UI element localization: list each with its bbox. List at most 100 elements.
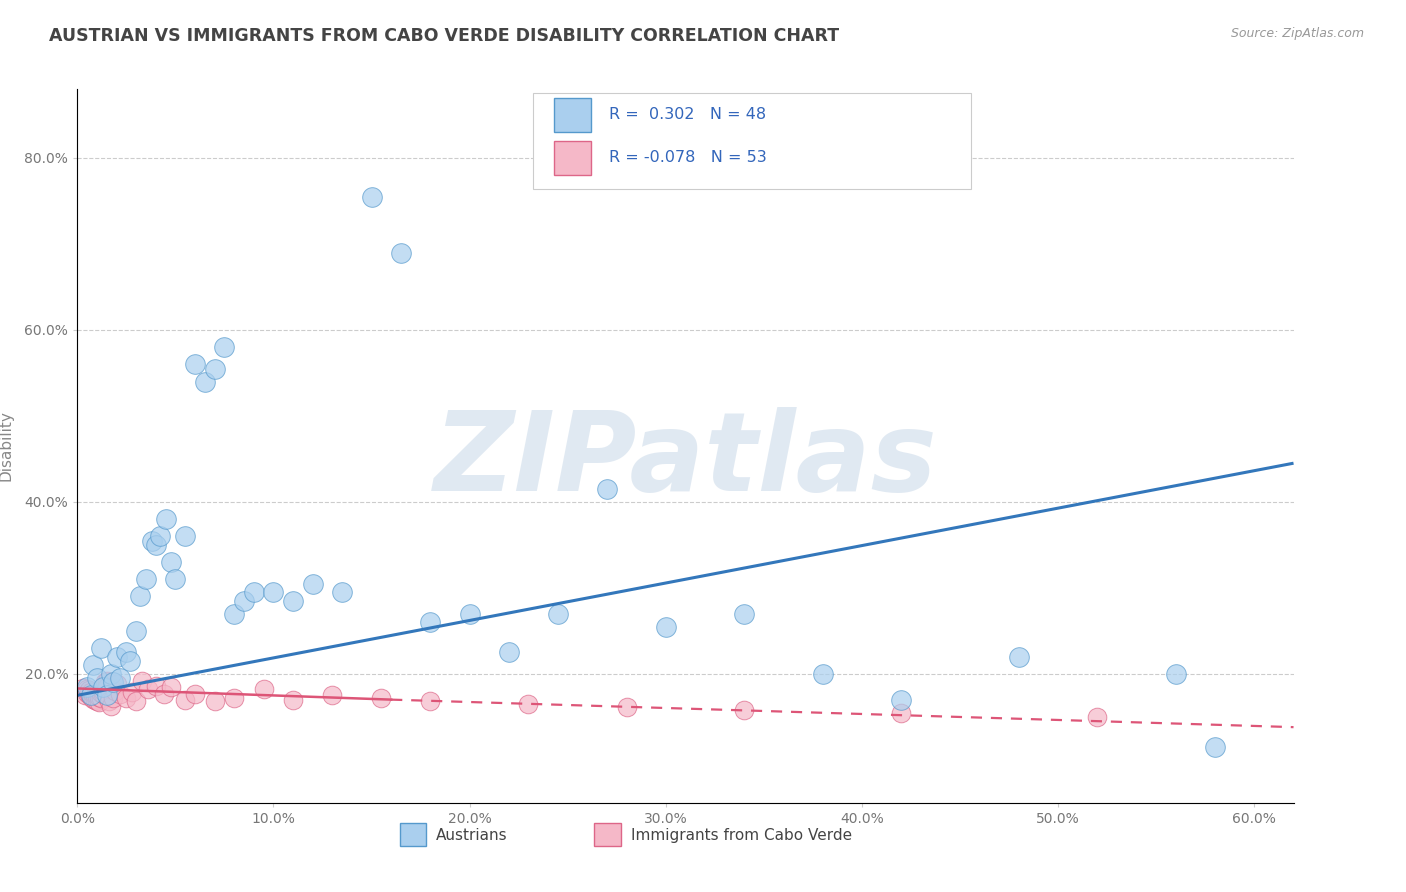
- Point: [165, 572, 187, 586]
- Point: [84, 689, 107, 703]
- Point: [129, 590, 152, 604]
- Point: [733, 607, 755, 621]
- Point: [84, 693, 107, 707]
- Text: R = -0.078   N = 53: R = -0.078 N = 53: [609, 150, 766, 165]
- Point: [263, 585, 285, 599]
- Point: [155, 512, 177, 526]
- Point: [96, 689, 118, 703]
- Point: [90, 686, 112, 700]
- Point: [389, 245, 412, 260]
- Point: [233, 593, 256, 607]
- Text: R =  0.302   N = 48: R = 0.302 N = 48: [609, 107, 766, 122]
- Point: [121, 685, 143, 699]
- Point: [596, 482, 619, 496]
- Point: [80, 690, 103, 704]
- Point: [224, 607, 246, 621]
- Point: [75, 689, 97, 703]
- Point: [110, 671, 132, 685]
- FancyBboxPatch shape: [533, 93, 972, 189]
- Point: [370, 690, 392, 705]
- FancyBboxPatch shape: [399, 822, 426, 846]
- Point: [655, 619, 678, 633]
- Point: [184, 357, 207, 371]
- Point: [110, 688, 132, 702]
- Point: [82, 658, 104, 673]
- Point: [419, 615, 441, 630]
- Point: [86, 694, 108, 708]
- Point: [115, 645, 138, 659]
- Point: [184, 688, 207, 702]
- Point: [498, 645, 520, 659]
- Point: [145, 538, 167, 552]
- Point: [160, 680, 183, 694]
- Point: [733, 703, 755, 717]
- Point: [517, 697, 540, 711]
- Point: [243, 585, 266, 599]
- Point: [72, 681, 94, 696]
- Point: [86, 689, 108, 703]
- Point: [811, 666, 834, 681]
- Point: [101, 690, 124, 705]
- Point: [90, 641, 112, 656]
- Point: [301, 576, 323, 591]
- Point: [281, 693, 304, 707]
- FancyBboxPatch shape: [554, 98, 591, 132]
- Point: [91, 680, 114, 694]
- Point: [101, 675, 124, 690]
- Point: [96, 673, 118, 688]
- Point: [91, 688, 114, 702]
- Point: [125, 694, 148, 708]
- Point: [204, 694, 226, 708]
- Point: [1008, 649, 1031, 664]
- Point: [80, 685, 103, 699]
- Point: [194, 375, 217, 389]
- Point: [136, 682, 159, 697]
- Point: [152, 687, 174, 701]
- Text: AUSTRIAN VS IMMIGRANTS FROM CABO VERDE DISABILITY CORRELATION CHART: AUSTRIAN VS IMMIGRANTS FROM CABO VERDE D…: [49, 27, 839, 45]
- Point: [86, 671, 108, 685]
- Point: [214, 340, 236, 354]
- Point: [76, 686, 98, 700]
- Point: [120, 654, 142, 668]
- Point: [76, 680, 98, 694]
- Point: [100, 666, 122, 681]
- Point: [105, 677, 128, 691]
- Point: [1164, 666, 1187, 681]
- Point: [115, 690, 138, 705]
- Point: [160, 555, 183, 569]
- Text: ZIPatlas: ZIPatlas: [433, 407, 938, 514]
- Y-axis label: Disability: Disability: [0, 410, 13, 482]
- Point: [104, 684, 127, 698]
- Point: [94, 680, 117, 694]
- Point: [82, 691, 104, 706]
- Point: [90, 690, 112, 705]
- Point: [321, 689, 343, 703]
- Point: [890, 692, 912, 706]
- Point: [80, 689, 103, 703]
- Point: [125, 624, 148, 638]
- Point: [616, 699, 638, 714]
- Point: [141, 533, 163, 548]
- Point: [145, 679, 167, 693]
- Point: [419, 694, 441, 708]
- Point: [1085, 710, 1108, 724]
- Point: [131, 673, 153, 688]
- Point: [77, 683, 100, 698]
- FancyBboxPatch shape: [554, 141, 591, 175]
- Text: Source: ZipAtlas.com: Source: ZipAtlas.com: [1230, 27, 1364, 40]
- Point: [97, 694, 120, 708]
- Point: [76, 682, 98, 697]
- Point: [135, 572, 157, 586]
- Point: [96, 680, 118, 694]
- Point: [149, 529, 172, 543]
- Point: [97, 689, 120, 703]
- Point: [174, 692, 197, 706]
- Point: [94, 675, 117, 690]
- Point: [547, 607, 569, 621]
- Point: [253, 682, 276, 697]
- Point: [281, 593, 304, 607]
- Point: [1204, 739, 1226, 754]
- Text: Immigrants from Cabo Verde: Immigrants from Cabo Verde: [631, 828, 852, 843]
- Point: [87, 695, 110, 709]
- Point: [77, 688, 100, 702]
